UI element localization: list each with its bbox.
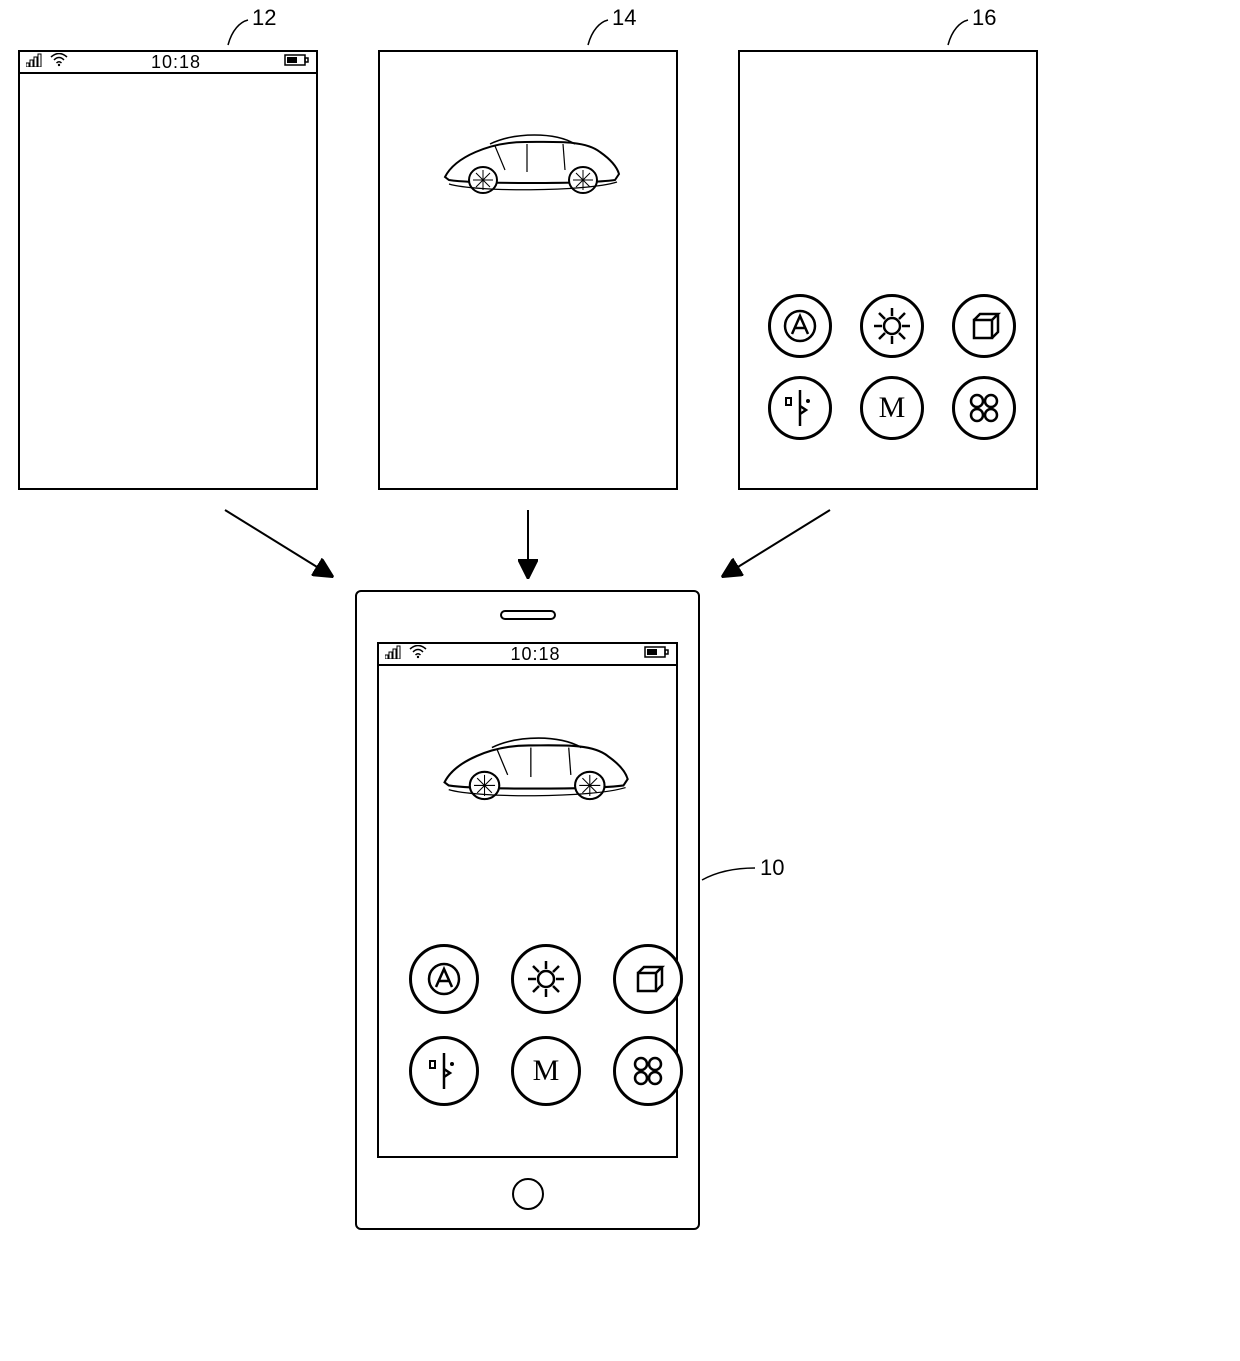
diagram-canvas: 10:18 12 <box>0 0 1240 1361</box>
leadline-10 <box>0 0 1240 1361</box>
ref-label-10: 10 <box>760 855 784 881</box>
